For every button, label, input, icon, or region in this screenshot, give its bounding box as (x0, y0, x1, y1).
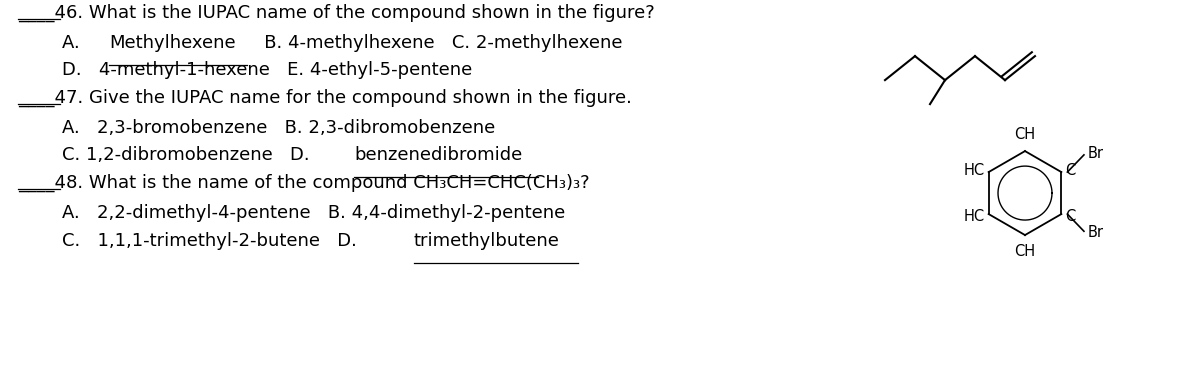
Text: benzenedibromide: benzenedibromide (354, 146, 522, 164)
Text: Br: Br (1088, 146, 1104, 161)
Text: ____46. What is the IUPAC name of the compound shown in the figure?: ____46. What is the IUPAC name of the co… (18, 4, 655, 22)
Text: A.   2,2-dimethyl-4-pentene   B. 4,4-dimethyl-2-pentene: A. 2,2-dimethyl-4-pentene B. 4,4-dimethy… (62, 204, 565, 222)
Text: C.   1,1,1-trimethyl-2-butene   D.: C. 1,1,1-trimethyl-2-butene D. (62, 232, 362, 250)
Text: C: C (1066, 209, 1075, 223)
Text: CH: CH (1014, 244, 1036, 259)
Text: CH: CH (1014, 127, 1036, 142)
Text: Methylhexene: Methylhexene (109, 34, 235, 52)
Text: HC: HC (964, 209, 985, 223)
Text: C. 1,2-dibromobenzene   D.: C. 1,2-dibromobenzene D. (62, 146, 316, 164)
Text: ____48. What is the name of the compound CH₃CH=CHC(CH₃)₃?: ____48. What is the name of the compound… (18, 174, 589, 192)
Text: Br: Br (1088, 225, 1104, 240)
Text: trimethylbutene: trimethylbutene (414, 232, 560, 250)
Text: HC: HC (964, 163, 985, 177)
Text: B. 4-methylhexene   C. 2-methylhexene: B. 4-methylhexene C. 2-methylhexene (247, 34, 623, 52)
Text: ____47. Give the IUPAC name for the compound shown in the figure.: ____47. Give the IUPAC name for the comp… (18, 89, 632, 107)
Text: A.   2,3-bromobenzene   B. 2,3-dibromobenzene: A. 2,3-bromobenzene B. 2,3-dibromobenzen… (62, 119, 496, 137)
Text: A.: A. (62, 34, 97, 52)
Text: D.   4-methyl-1-hexene   E. 4-ethyl-5-pentene: D. 4-methyl-1-hexene E. 4-ethyl-5-penten… (62, 61, 473, 79)
Text: C: C (1066, 163, 1075, 177)
